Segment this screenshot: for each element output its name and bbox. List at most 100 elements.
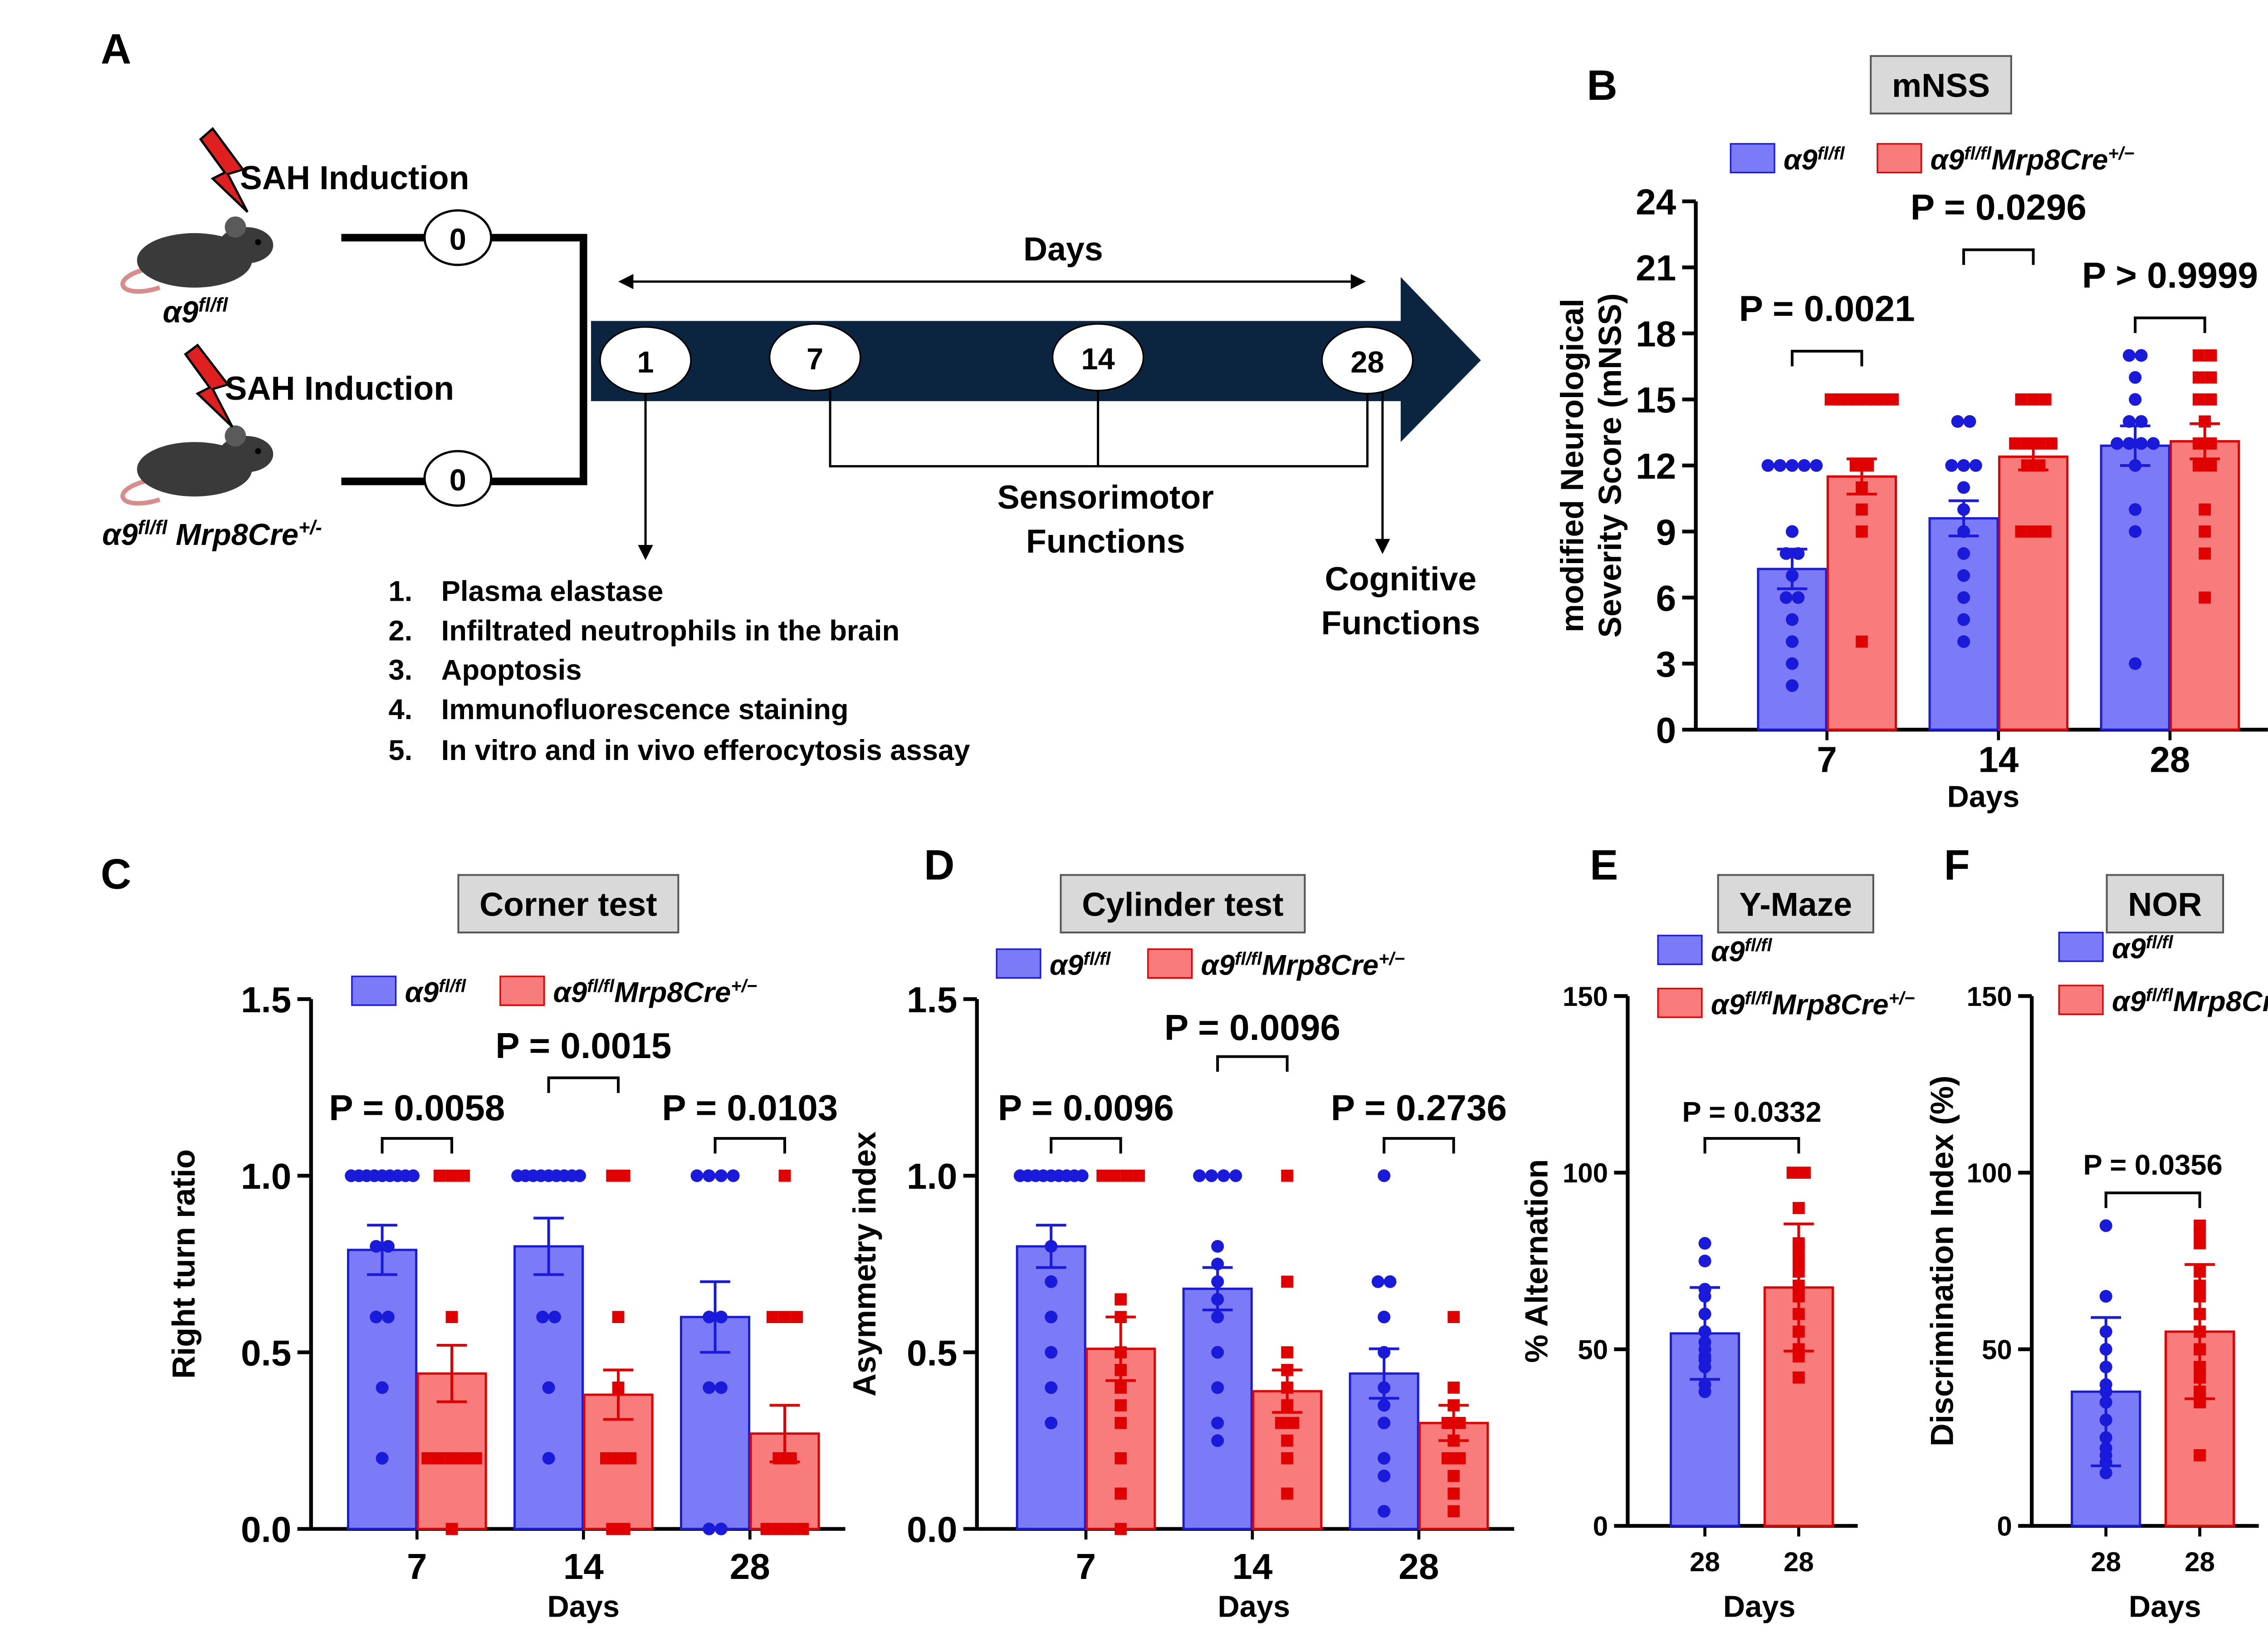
data-point [2027, 393, 2039, 406]
data-point [1447, 1470, 1460, 1482]
data-point [445, 1311, 458, 1323]
list-item: Plasma elastase [441, 576, 664, 608]
y-axis-label: modified Neurological [1554, 299, 1590, 632]
legend-text-part: fl/fl [587, 976, 615, 996]
legend-text-part: α9 [553, 977, 587, 1009]
data-point [470, 1452, 482, 1465]
data-point [2015, 393, 2028, 406]
y-tick-label: 1.5 [241, 980, 291, 1020]
legend-text-part: fl/fl [1964, 144, 1992, 164]
panel-label: A [101, 25, 131, 73]
data-point [714, 1169, 728, 1182]
data-point [2099, 1290, 2112, 1303]
x-tick-label: 28 [1398, 1546, 1439, 1587]
error-bar [769, 1404, 800, 1463]
day-circle [423, 209, 493, 266]
error-bar [1036, 1224, 1066, 1269]
legend-label: α9fl/flMrp8Cre+/− [1931, 144, 2135, 176]
error-bar [700, 1280, 730, 1354]
data-point [1793, 1202, 1805, 1214]
lightning-icon [184, 343, 234, 428]
data-point [1205, 1169, 1218, 1182]
data-point [1793, 1371, 1805, 1384]
data-point [727, 1169, 740, 1182]
data-point [1810, 459, 1823, 472]
data-point [1211, 1417, 1224, 1430]
data-point [1442, 1417, 1454, 1429]
y-tick-label: 1.5 [907, 980, 957, 1020]
mouse-icon [120, 425, 274, 506]
x-axis-label: Days [1218, 1590, 1290, 1623]
data-point [1217, 1169, 1230, 1182]
data-point [2099, 1466, 2112, 1480]
y-axis-label: Severity Score (mNSS) [1592, 293, 1628, 637]
data-point [2204, 459, 2217, 472]
data-point [1281, 1169, 1294, 1182]
error-bar [1948, 499, 1979, 538]
data-point [548, 1310, 561, 1323]
data-point [1211, 1381, 1224, 1394]
data-point [2039, 393, 2052, 406]
function-label: Functions [1321, 604, 1481, 642]
error-bar [603, 1368, 634, 1421]
data-point [606, 1169, 619, 1182]
data-point [458, 1169, 470, 1182]
data-point [703, 1381, 716, 1394]
error-bar [1784, 1222, 1814, 1353]
data-point [433, 1452, 446, 1465]
x-tick-label: 28 [2091, 1547, 2121, 1577]
data-point [1447, 1382, 1460, 1394]
bar [416, 1372, 487, 1530]
bar [2170, 440, 2240, 731]
data-point [1211, 1310, 1224, 1323]
y-tick-label: 9 [1656, 512, 1677, 552]
timepoint-circle [1321, 326, 1414, 395]
legend-text-part: Mrp8Cre [2173, 986, 2268, 1018]
legend-text-part: Mrp8Cre [1772, 989, 1888, 1020]
data-point [1785, 635, 1799, 648]
legend-text-part: fl/fl [1083, 949, 1111, 969]
data-point [2192, 371, 2205, 384]
data-point [2199, 503, 2211, 516]
data-point [1229, 1169, 1242, 1182]
legend-swatch [1657, 987, 1703, 1018]
data-point [606, 1523, 619, 1535]
timepoint-circle [599, 326, 692, 395]
legend-swatch [2058, 931, 2104, 962]
legend-text-part: fl/fl [1745, 988, 1772, 1008]
title-box [1060, 874, 1306, 934]
data-point [703, 1169, 716, 1182]
data-point [778, 1169, 791, 1182]
x-tick-label: 7 [407, 1546, 427, 1587]
y-tick-label: 0 [1997, 1511, 2012, 1542]
legend-label: α9fl/fl [405, 976, 466, 1009]
data-point [1856, 525, 1868, 538]
list-number: 3. [388, 654, 412, 686]
arrowhead [1375, 539, 1390, 554]
data-point [1045, 1310, 1058, 1323]
data-point [1779, 591, 1793, 604]
data-point [445, 1169, 458, 1182]
y-axis-label: Right turn ratio [166, 1149, 201, 1379]
data-point [1798, 459, 1811, 472]
legend-text-part: α9 [1784, 144, 1818, 176]
legend-text-part: α9 [405, 977, 439, 1009]
data-point [1281, 1452, 1294, 1465]
data-point [1114, 1293, 1127, 1306]
x-tick-label: 28 [2185, 1547, 2215, 1577]
p-value: P = 0.2736 [1331, 1088, 1507, 1128]
data-point [2122, 349, 2136, 362]
y-tick-label: 1.0 [907, 1156, 957, 1196]
y-axis-label: Asymmetry index [847, 1132, 882, 1397]
data-point [1957, 613, 1970, 626]
list-item: In vitro and in vivo efferocytosis assay [441, 735, 970, 766]
data-point [1799, 1167, 1811, 1179]
data-point [2204, 349, 2217, 362]
legend-text-part: +/− [1889, 988, 1915, 1008]
significance-bracket [1216, 1055, 1289, 1072]
legend-text-part: fl/fl [439, 976, 466, 996]
data-point [2039, 525, 2052, 538]
data-point [433, 1169, 446, 1182]
data-point [1957, 481, 1970, 494]
data-point [458, 1452, 470, 1465]
